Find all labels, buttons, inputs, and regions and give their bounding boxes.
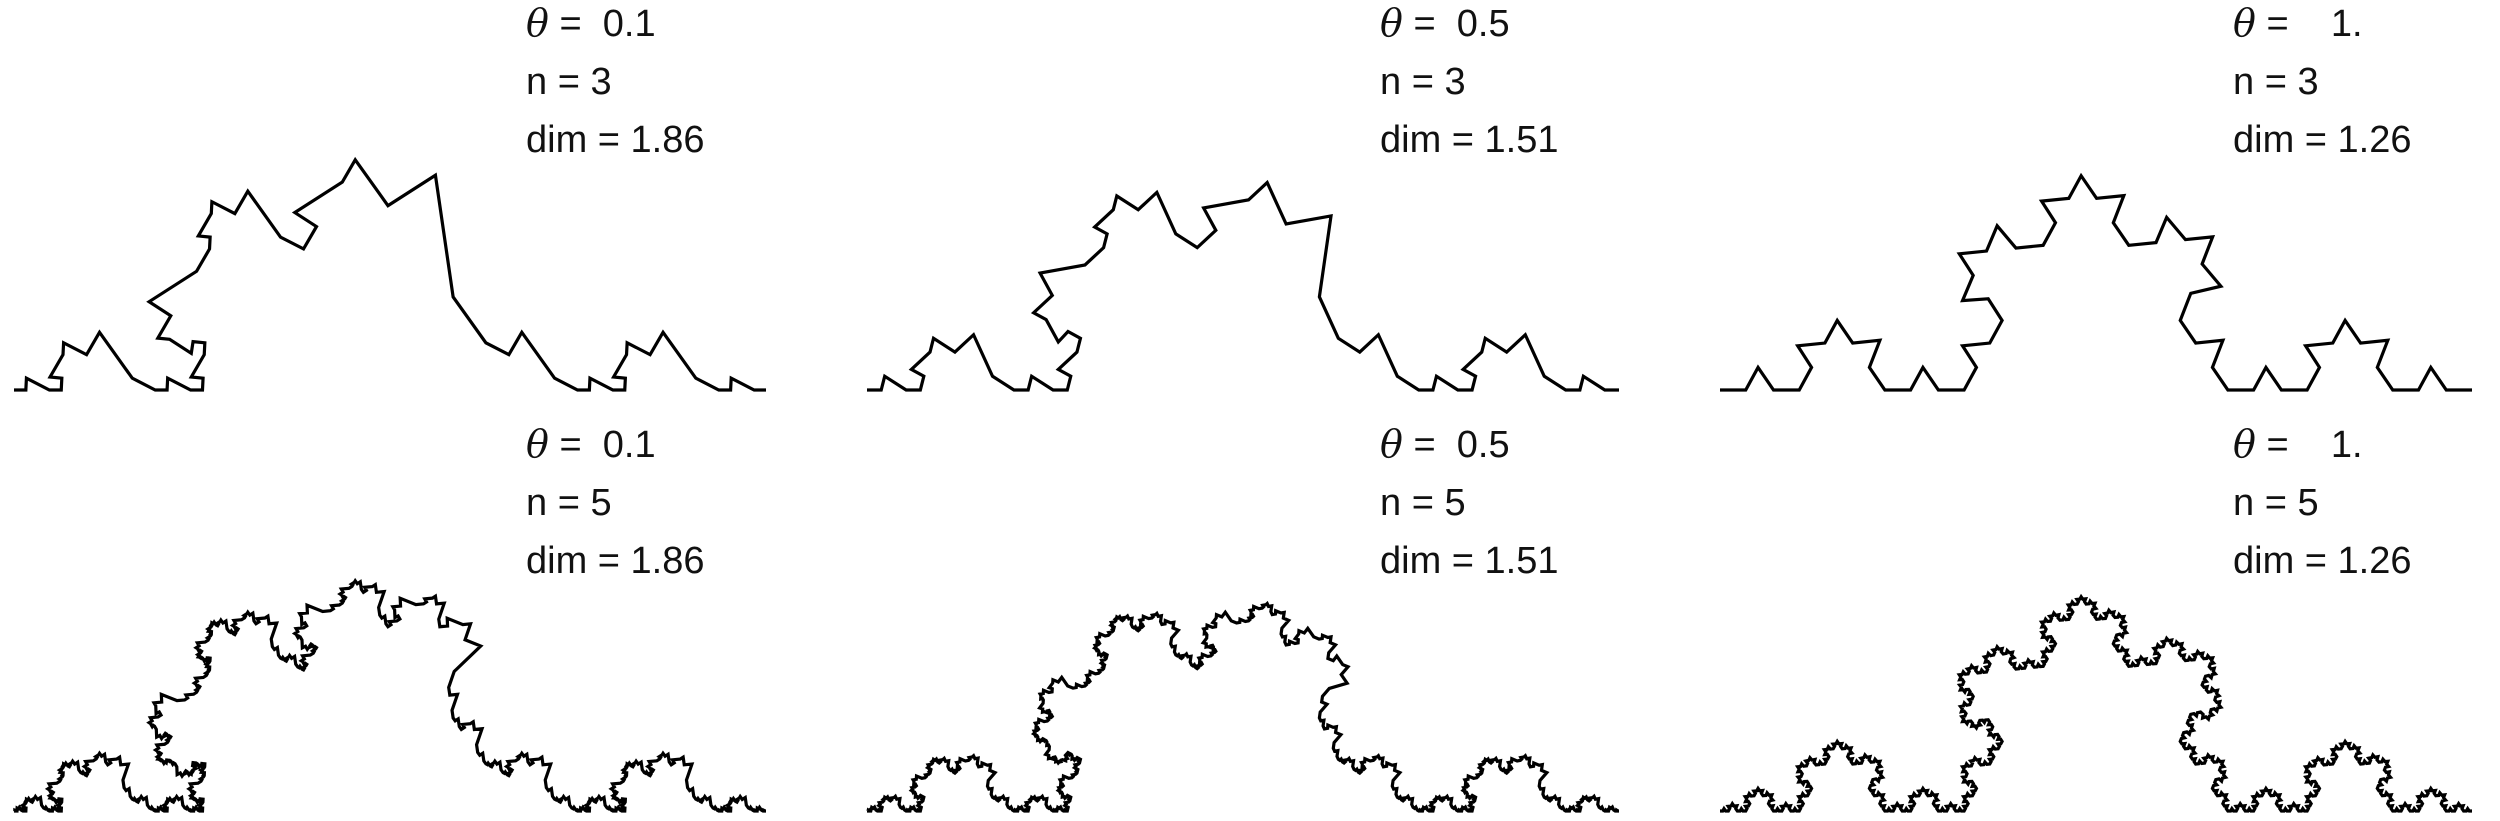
panel-theta-0.5-n3: θ = 0.5 n = 3 dim = 1.51 [853, 0, 1633, 400]
dim-label: dim = 1.86 [526, 119, 705, 161]
dim-label: dim = 1.86 [526, 540, 705, 582]
fractal-curve-svg [1720, 593, 2472, 813]
panel-theta-1-n3: θ = 1. n = 3 dim = 1.26 [1706, 0, 2486, 400]
fractal-curve-svg [867, 179, 1619, 392]
theta-value: = 1. [2255, 424, 2363, 466]
theta-symbol: θ [526, 422, 549, 466]
panel-labels: θ = 0.1 n = 5 dim = 1.86 [526, 415, 705, 590]
n-label: n = 5 [526, 482, 612, 524]
fractal-curve-svg [13, 577, 766, 813]
panel-theta-0.1-n3: θ = 0.1 n = 3 dim = 1.86 [0, 0, 780, 400]
theta-symbol: θ [1380, 1, 1403, 45]
n-label: n = 3 [526, 61, 612, 103]
dim-label: dim = 1.51 [1380, 119, 1559, 161]
theta-label: θ = 0.1 [526, 415, 705, 474]
n-label: n = 3 [2233, 61, 2319, 103]
fractal-curve [867, 179, 1619, 392]
theta-label: θ = 0.5 [1380, 0, 1559, 53]
theta-value: = 0.1 [548, 3, 656, 45]
dim-label: dim = 1.26 [2233, 119, 2412, 161]
theta-value: = 1. [2255, 3, 2363, 45]
dim-label: dim = 1.26 [2233, 540, 2412, 582]
theta-label: θ = 1. [2233, 0, 2412, 53]
fractal-curve [13, 577, 766, 813]
theta-label: θ = 0.1 [526, 0, 705, 53]
theta-value: = 0.5 [1402, 3, 1510, 45]
dim-label: dim = 1.51 [1380, 540, 1559, 582]
theta-label: θ = 0.5 [1380, 415, 1559, 474]
fractal-curve [1720, 593, 2472, 813]
theta-value: = 0.5 [1402, 424, 1510, 466]
fractal-curve [14, 156, 766, 392]
panel-theta-1-n5: θ = 1. n = 5 dim = 1.26 [1706, 421, 2486, 821]
n-label: n = 5 [2233, 482, 2319, 524]
fractal-curve [866, 600, 1619, 813]
fractal-curve [1720, 172, 2472, 392]
fractal-curve-svg [1720, 172, 2472, 392]
panel-labels: θ = 0.1 n = 3 dim = 1.86 [526, 0, 705, 169]
theta-symbol: θ [2233, 1, 2256, 45]
fractal-curve-svg [14, 156, 766, 392]
n-label: n = 3 [1380, 61, 1466, 103]
theta-symbol: θ [1380, 422, 1403, 466]
panel-theta-0.5-n5: θ = 0.5 n = 5 dim = 1.51 [853, 421, 1633, 821]
n-label: n = 5 [1380, 482, 1466, 524]
panel-labels: θ = 0.5 n = 3 dim = 1.51 [1380, 0, 1559, 169]
theta-symbol: θ [2233, 422, 2256, 466]
theta-symbol: θ [526, 1, 549, 45]
fractal-curve-svg [866, 600, 1619, 813]
panel-labels: θ = 0.5 n = 5 dim = 1.51 [1380, 415, 1559, 590]
panel-theta-0.1-n5: θ = 0.1 n = 5 dim = 1.86 [0, 421, 780, 821]
theta-value: = 0.1 [548, 424, 656, 466]
panel-labels: θ = 1. n = 5 dim = 1.26 [2233, 415, 2412, 590]
panel-labels: θ = 1. n = 3 dim = 1.26 [2233, 0, 2412, 169]
theta-label: θ = 1. [2233, 415, 2412, 474]
